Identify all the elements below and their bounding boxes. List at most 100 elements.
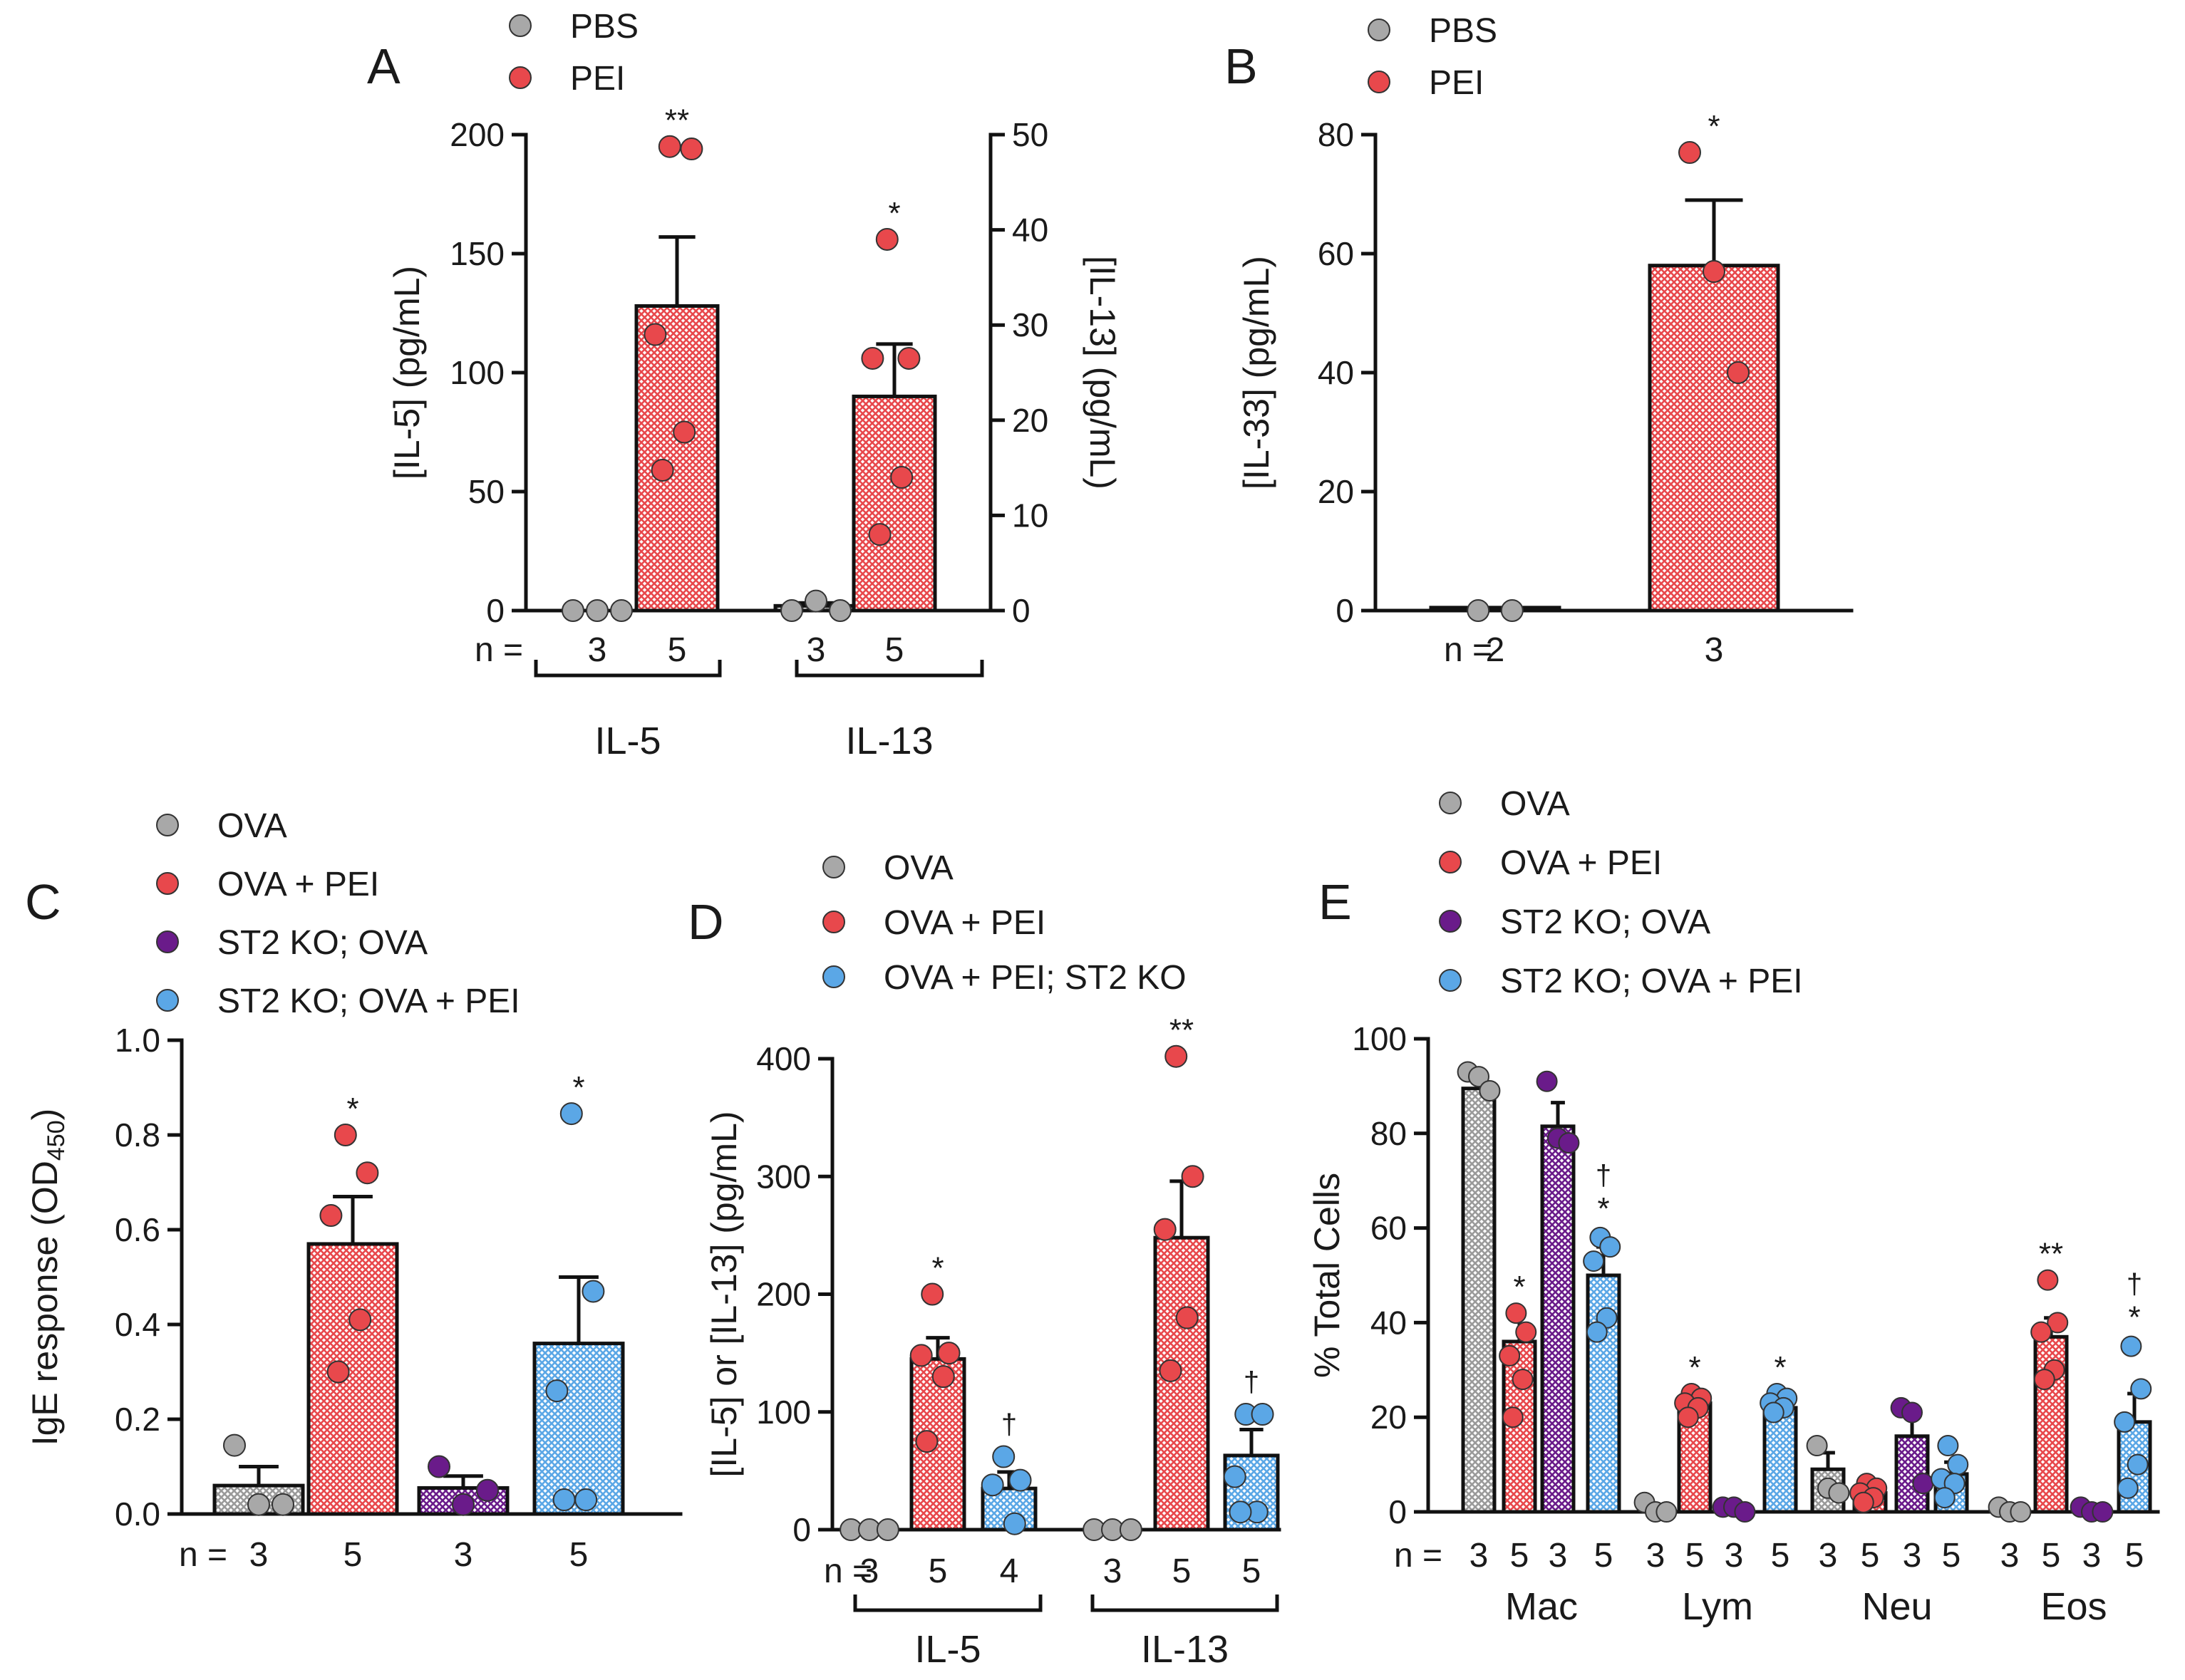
y-tick-label-right: 10	[1012, 497, 1048, 534]
n-label: 3	[1646, 1537, 1665, 1575]
y-tick-label: 100	[756, 1394, 811, 1431]
y-tick-label: 200	[450, 116, 505, 153]
bar-group: 3	[1457, 1061, 1501, 1575]
bar-group: 3	[840, 1518, 899, 1590]
bar-group: 2	[1429, 599, 1561, 669]
y-tick-label: 0.0	[115, 1495, 160, 1533]
data-point	[2114, 1411, 2136, 1433]
y-tick-label: 100	[450, 354, 505, 391]
y-tick-label: 0	[1388, 1493, 1407, 1530]
significance-mark: *	[1513, 1270, 1525, 1305]
data-point	[1558, 1132, 1580, 1154]
data-point	[1164, 1044, 1188, 1068]
n-prefix: n =	[475, 631, 523, 669]
data-point	[876, 1518, 899, 1541]
significance-mark: †	[1001, 1409, 1017, 1441]
n-label: 5	[885, 631, 904, 669]
data-point	[1727, 361, 1750, 384]
n-label: 5	[668, 631, 687, 669]
y-tick-label: 80	[1370, 1115, 1407, 1152]
n-label: 3	[1903, 1537, 1922, 1575]
data-point	[915, 1430, 939, 1453]
data-point	[1937, 1435, 1959, 1457]
data-point	[921, 1282, 944, 1306]
data-point	[247, 1493, 270, 1516]
data-point	[1852, 1491, 1874, 1513]
bar-group: 3	[773, 589, 859, 669]
y-tick-label: 100	[1352, 1020, 1407, 1057]
data-point	[658, 135, 681, 158]
data-point	[2033, 1369, 2055, 1391]
bar-group: 3	[1712, 1496, 1756, 1575]
data-point	[348, 1308, 372, 1332]
data-point	[1159, 1359, 1182, 1382]
n-label: 5	[2042, 1537, 2061, 1575]
data-point	[476, 1478, 499, 1502]
n-label: 3	[1103, 1552, 1122, 1590]
n-label: 3	[1469, 1537, 1489, 1575]
n-prefix: n =	[824, 1552, 872, 1590]
significance-mark: **	[2039, 1237, 2063, 1272]
data-point	[1119, 1518, 1142, 1541]
data-point	[1933, 1487, 1956, 1509]
data-point	[272, 1493, 294, 1516]
bar	[634, 304, 720, 613]
n-label: 5	[1510, 1537, 1529, 1575]
legend-marker	[1439, 792, 1462, 814]
panel-a: A PBS PEI 0 50 100 150 200 0 10 20 30 40 50 [IL-13] (p…	[367, 8, 1122, 762]
y-tick-label: 40	[1370, 1304, 1407, 1341]
bar-group: †* 5	[1583, 1160, 1621, 1575]
n-label: 3	[860, 1552, 879, 1590]
data-point	[1947, 1453, 1969, 1476]
data-point	[829, 599, 852, 622]
n-label: 3	[1549, 1537, 1568, 1575]
y-tick-label: 40	[1318, 354, 1354, 391]
data-point	[545, 1379, 569, 1403]
bar-group: 3	[417, 1455, 510, 1574]
n-label: 5	[569, 1536, 589, 1574]
legend-marker	[822, 856, 845, 878]
legend-label: ST2 KO; OVA + PEI	[217, 982, 520, 1020]
group-label: IL-13	[1141, 1628, 1229, 1671]
legend-label: ST2 KO; OVA	[217, 924, 428, 962]
bar-group: 3	[1083, 1518, 1142, 1590]
data-point	[931, 1365, 955, 1389]
bar-group: *5	[852, 196, 937, 669]
data-point	[1677, 1406, 1699, 1428]
y-tick-label-right: 20	[1012, 402, 1048, 439]
significance-mark: *	[888, 196, 900, 231]
y-tick-label: 80	[1318, 116, 1354, 153]
legend-label: OVA	[1500, 785, 1570, 823]
group-label: Lym	[1682, 1585, 1753, 1628]
data-point	[651, 458, 674, 482]
bar-group: 3	[2070, 1496, 2114, 1575]
y-axis-label-subscript: 450	[43, 1120, 70, 1161]
legend-marker	[1368, 19, 1390, 41]
data-point	[868, 523, 892, 546]
data-point	[2120, 1335, 2142, 1357]
group-bracket	[1090, 1595, 1279, 1612]
data-point	[937, 1342, 961, 1365]
bar-group: 3	[1890, 1396, 1934, 1575]
data-point	[2127, 1453, 2149, 1476]
legend-label: OVA + PEI	[884, 904, 1045, 942]
bar-group: *5	[1760, 1350, 1798, 1575]
data-point	[861, 346, 884, 370]
significance-dagger: †	[1596, 1160, 1611, 1191]
group-bracket	[795, 660, 984, 678]
data-point	[1467, 599, 1490, 622]
significance-mark: *	[931, 1251, 944, 1286]
bar-group: *5	[909, 1251, 966, 1590]
y-tick-label: 150	[450, 235, 505, 272]
data-point	[644, 323, 667, 346]
n-label: 3	[807, 631, 826, 669]
group-label: Neu	[1861, 1585, 1932, 1628]
data-point	[1229, 1500, 1252, 1524]
y-tick-label: 0	[792, 1511, 811, 1548]
y-tick-label: 300	[756, 1158, 811, 1195]
n-prefix: n =	[1394, 1537, 1442, 1575]
n-prefix: n =	[1444, 631, 1492, 669]
bar-group: ** 5	[1153, 1013, 1210, 1590]
y-tick-label: 50	[468, 473, 505, 510]
